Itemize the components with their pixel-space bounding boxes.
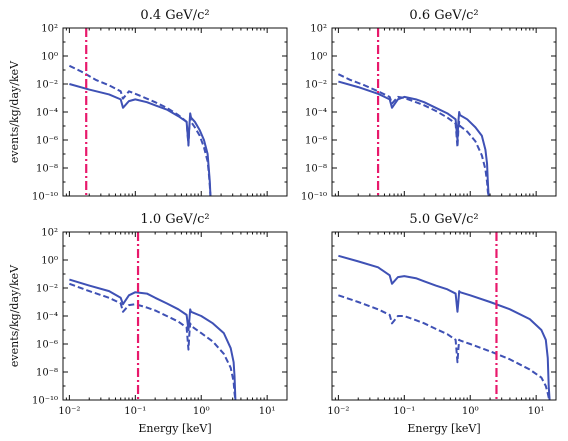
y-tick-label: 10⁻¹⁰ [301,192,327,203]
plot-frame [62,27,288,197]
plot-frame [331,27,557,197]
x-tick-label: 10⁻¹ [393,406,415,417]
series-solid-line [69,83,212,196]
plot-frame [62,231,288,401]
plot-area [338,232,551,400]
y-tick-label: 10⁰ [41,52,58,63]
plot-area [337,28,490,196]
y-tick-label: 10⁻⁶ [305,136,327,147]
y-tick-label: 10⁻⁸ [36,368,58,379]
plot-frame [331,231,557,401]
x-axis-label: Energy [keV] [407,422,480,435]
series-dashed-line [338,294,551,400]
y-tick-label: 10⁰ [310,52,327,63]
y-tick-label: 10⁻⁸ [36,164,58,175]
x-tick-label: 10⁰ [193,406,210,417]
y-tick-label: 10² [41,24,58,35]
y-tick-label: 10⁻⁶ [36,340,58,351]
plot-area [68,28,212,196]
x-tick-label: 10⁻² [58,406,80,417]
series-solid-line [69,278,237,400]
y-tick-label: 10⁰ [41,256,58,267]
y-tick-label: 10⁻⁸ [305,164,327,175]
series-dashed-line [69,282,237,400]
y-tick-label: 10² [310,24,327,35]
series-dashed-line [68,64,212,196]
panel-0.6-gev: 0.6 GeV/c² 10² 10⁰ 10⁻² 10⁻⁴ 10⁻⁶ 10⁻⁸ 10⁻¹⁰ [301,8,557,203]
x-tick-label: 10⁻¹ [124,406,146,417]
panel-1.0-gev: 1.0 GeV/c² 10⁻² 10⁻¹ 10⁰ 10¹ 10² 10⁰ 10⁻² 10⁻⁴ 1… [32,212,288,417]
panel-5.0-gev: 5.0 GeV/c² 10⁻² 10⁻¹ 10⁰ 10¹ [327,212,557,417]
series-solid-line [338,254,551,400]
y-tick-label: 10⁻¹⁰ [32,192,58,203]
y-tick-label: 10⁻⁶ [36,136,58,147]
y-tick-label: 10⁻⁴ [305,108,327,119]
x-tick-label: 10¹ [528,406,545,417]
panel-title: 1.0 GeV/c² [140,212,209,227]
x-axis-label: Energy [keV] [138,422,211,435]
y-tick-label: 10⁻² [305,80,327,91]
panel-title: 0.4 GeV/c² [140,8,209,23]
x-tick-label: 10⁻² [327,406,349,417]
panel-title: 5.0 GeV/c² [409,212,478,227]
y-tick-label: 10⁻¹⁰ [32,396,58,407]
plot-area [69,232,237,400]
series-solid-line [338,80,490,196]
panel-0.4-gev: 0.4 GeV/c² 10² 10⁰ 10⁻² 10⁻⁴ 10⁻⁶ 10⁻⁸ 10⁻¹⁰ [32,8,288,203]
y-tick-label: 10⁻⁴ [36,312,58,323]
x-tick-label: 10⁰ [462,406,479,417]
y-tick-label: 10⁻² [36,80,58,91]
y-tick-label: 10⁻⁴ [36,108,58,119]
x-tick-label: 10¹ [259,406,276,417]
y-axis-label: events/kg/day/keV [8,264,21,367]
series-dashed-line [337,73,490,196]
panel-title: 0.6 GeV/c² [409,8,478,23]
y-tick-label: 10² [41,228,58,239]
y-tick-label: 10⁻² [36,284,58,295]
y-axis-label: events/kg/day/keV [8,60,21,163]
